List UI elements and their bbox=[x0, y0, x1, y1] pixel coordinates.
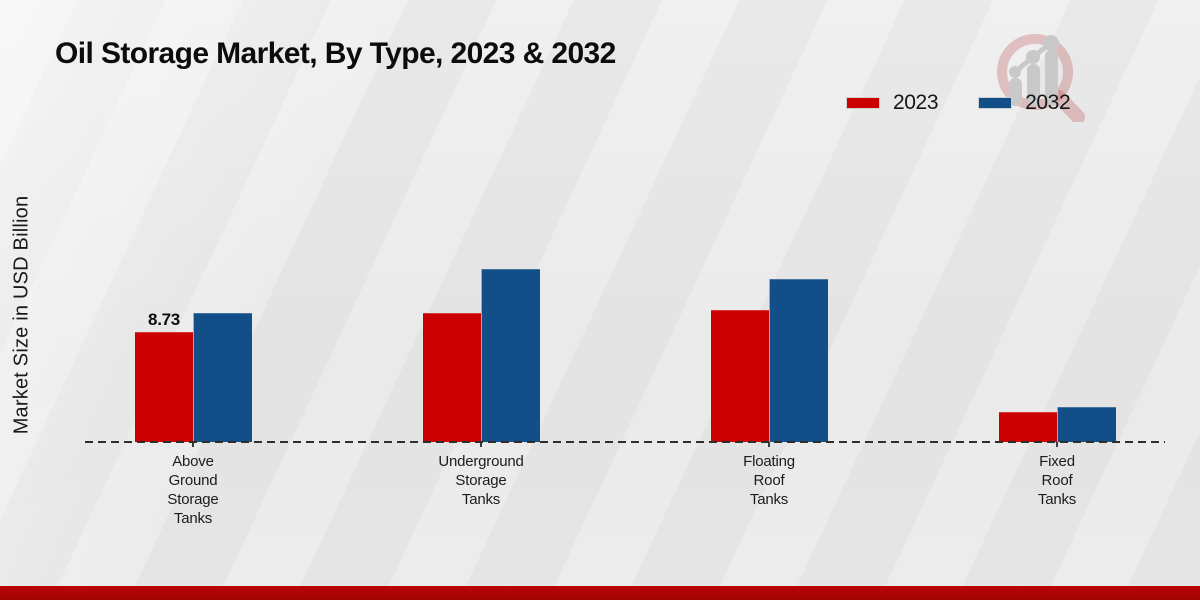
legend: 2023 2032 bbox=[846, 90, 1071, 116]
bar-value-label: 8.73 bbox=[148, 310, 180, 329]
category-label-floating: Floating Roof Tanks bbox=[743, 453, 795, 508]
bar-2032-fixed bbox=[1057, 407, 1116, 442]
bar-2023-floating bbox=[711, 310, 769, 442]
x-axis-tick bbox=[1056, 442, 1058, 447]
bar-2023-above bbox=[135, 332, 193, 442]
category-label-fixed: Fixed Roof Tanks bbox=[1037, 453, 1077, 508]
bar-2032-floating bbox=[769, 279, 828, 442]
x-axis-tick bbox=[192, 442, 194, 447]
chart-title: Oil Storage Market, By Type, 2023 & 2032 bbox=[55, 37, 616, 70]
footer-accent-bar bbox=[0, 586, 1200, 600]
bar-2032-underground bbox=[481, 269, 540, 442]
x-axis-baseline bbox=[85, 441, 1165, 443]
x-axis-tick bbox=[480, 442, 482, 447]
y-axis-title: Market Size in USD Billion bbox=[10, 195, 33, 435]
category-label-above: Above Ground Storage Tanks bbox=[167, 453, 219, 527]
magnifier-chart-logo-icon bbox=[997, 34, 1085, 122]
legend-item-2023: 2023 bbox=[846, 91, 939, 115]
legend-swatch-2032 bbox=[978, 97, 1013, 109]
bar-2023-fixed bbox=[999, 412, 1057, 442]
x-axis-tick bbox=[768, 442, 770, 447]
category-label-underground: Underground Storage Tanks bbox=[438, 453, 524, 508]
legend-label-2032: 2032 bbox=[1025, 91, 1071, 114]
bar-2023-underground bbox=[423, 313, 481, 442]
legend-label-2023: 2023 bbox=[893, 91, 939, 114]
legend-item-2032: 2032 bbox=[978, 91, 1071, 115]
legend-swatch-2023 bbox=[846, 97, 880, 109]
bar-2032-above bbox=[193, 313, 252, 442]
